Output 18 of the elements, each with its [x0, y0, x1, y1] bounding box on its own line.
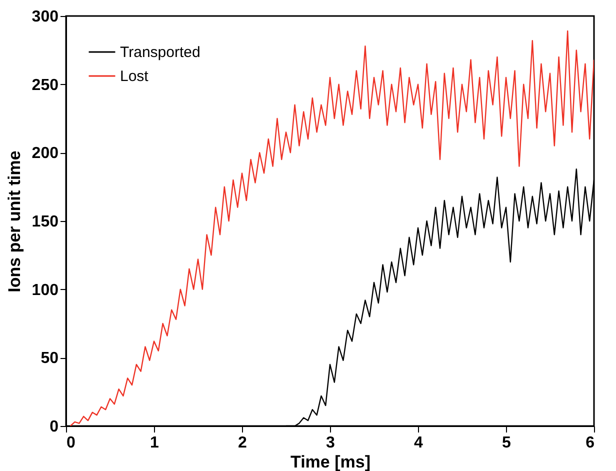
y-tick-label: 0: [50, 418, 59, 436]
x-axis-title: Time [ms]: [290, 452, 370, 471]
x-tick-label: 1: [150, 434, 160, 452]
x-tick-label: 0: [66, 434, 76, 452]
legend-label: Transported: [120, 44, 200, 61]
y-tick-label: 200: [32, 145, 59, 162]
x-tick-label: 6: [586, 434, 595, 452]
y-tick-label: 250: [32, 76, 59, 94]
y-tick-label: 150: [32, 214, 59, 230]
x-tick-label: 2: [238, 434, 248, 452]
x-tick-label: 5: [502, 434, 512, 452]
x-tick-label: 3: [326, 434, 336, 452]
legend-label: Lost: [120, 68, 150, 85]
x-tick-label: 4: [414, 434, 424, 452]
y-tick-label: 300: [32, 8, 59, 26]
y-tick-label: 50: [40, 350, 59, 368]
y-axis-title: Ions per unit time: [4, 150, 24, 292]
y-tick-label: 100: [32, 282, 59, 299]
